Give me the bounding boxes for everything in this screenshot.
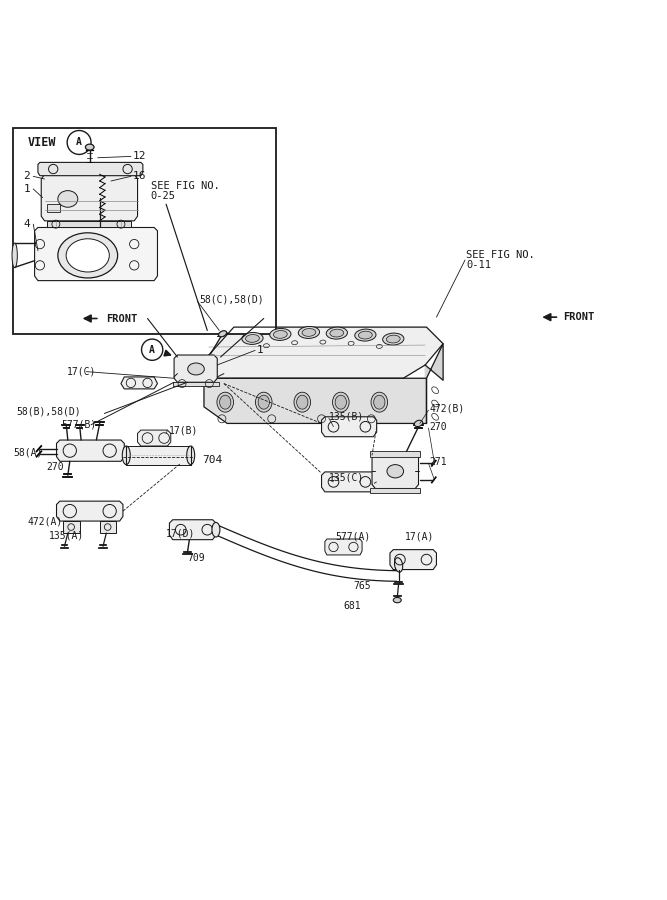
Polygon shape [57, 501, 123, 521]
Ellipse shape [294, 392, 311, 412]
Polygon shape [57, 440, 124, 462]
Bar [47, 204, 60, 212]
Ellipse shape [333, 392, 349, 412]
Text: 472(B): 472(B) [430, 403, 465, 413]
Text: 270: 270 [430, 422, 448, 432]
Ellipse shape [273, 330, 287, 338]
Bar [13, 128, 275, 334]
Polygon shape [370, 488, 420, 493]
Text: 12: 12 [132, 151, 146, 161]
Polygon shape [372, 454, 418, 489]
Text: 681: 681 [344, 601, 361, 611]
Ellipse shape [58, 191, 78, 207]
Ellipse shape [187, 363, 204, 375]
Text: A: A [76, 138, 82, 148]
Polygon shape [204, 327, 443, 378]
Text: 1: 1 [23, 184, 30, 194]
Ellipse shape [258, 395, 269, 410]
Text: 577(B): 577(B) [61, 419, 97, 430]
Ellipse shape [414, 420, 423, 427]
Text: 577(A): 577(A) [336, 531, 371, 541]
Text: 16: 16 [132, 171, 146, 181]
Text: 17(B): 17(B) [169, 425, 198, 435]
Polygon shape [321, 472, 377, 491]
Text: 17(A): 17(A) [405, 531, 434, 541]
Text: 704: 704 [203, 455, 223, 465]
Ellipse shape [387, 464, 404, 478]
Ellipse shape [386, 335, 400, 343]
Text: 58(B),58(D): 58(B),58(D) [16, 407, 81, 417]
Ellipse shape [219, 395, 231, 410]
Polygon shape [169, 519, 216, 540]
Ellipse shape [394, 558, 403, 572]
Polygon shape [173, 382, 219, 386]
Polygon shape [325, 539, 362, 555]
Polygon shape [126, 446, 191, 464]
Ellipse shape [255, 392, 272, 412]
Text: 0-25: 0-25 [151, 192, 176, 202]
Text: 2: 2 [23, 171, 30, 181]
Text: 4: 4 [23, 220, 30, 230]
Ellipse shape [245, 335, 259, 342]
Ellipse shape [122, 446, 130, 464]
Ellipse shape [212, 522, 220, 537]
Ellipse shape [371, 392, 388, 412]
Ellipse shape [330, 329, 344, 337]
Ellipse shape [269, 328, 291, 340]
Ellipse shape [187, 446, 195, 464]
Ellipse shape [326, 327, 348, 339]
Text: 17(C): 17(C) [67, 366, 96, 376]
Text: FRONT: FRONT [563, 312, 594, 322]
Polygon shape [137, 430, 171, 446]
Text: 58(A): 58(A) [13, 447, 43, 458]
Ellipse shape [12, 243, 17, 267]
Ellipse shape [383, 333, 404, 345]
Text: SEE FIG NO.: SEE FIG NO. [466, 250, 535, 260]
Ellipse shape [219, 330, 227, 337]
Ellipse shape [242, 332, 263, 345]
Polygon shape [47, 220, 131, 228]
Polygon shape [204, 378, 426, 423]
Text: 271: 271 [430, 457, 448, 467]
Text: 709: 709 [187, 554, 205, 563]
Text: 0-11: 0-11 [466, 260, 492, 270]
Text: 135(A): 135(A) [49, 530, 85, 540]
Ellipse shape [374, 395, 385, 410]
Polygon shape [174, 355, 217, 382]
Text: 135(C): 135(C) [329, 472, 364, 483]
Polygon shape [390, 550, 436, 570]
Polygon shape [321, 417, 377, 436]
Text: FRONT: FRONT [106, 314, 137, 324]
Text: 17(D): 17(D) [166, 528, 195, 538]
Text: SEE FIG NO.: SEE FIG NO. [151, 181, 219, 191]
Ellipse shape [394, 598, 402, 603]
Polygon shape [35, 228, 157, 281]
Polygon shape [38, 162, 143, 176]
Bar [99, 521, 116, 533]
Text: 765: 765 [354, 581, 371, 591]
Polygon shape [425, 344, 443, 423]
Ellipse shape [58, 233, 117, 278]
Polygon shape [121, 377, 157, 389]
Bar [63, 521, 80, 533]
Ellipse shape [217, 392, 233, 412]
Text: A: A [149, 345, 155, 355]
Polygon shape [370, 451, 420, 456]
Polygon shape [41, 175, 137, 220]
Text: 270: 270 [47, 463, 64, 473]
Ellipse shape [85, 144, 94, 150]
Text: 472(A): 472(A) [28, 516, 63, 526]
Ellipse shape [297, 395, 308, 410]
Ellipse shape [298, 327, 319, 338]
Ellipse shape [358, 331, 372, 339]
Ellipse shape [355, 329, 376, 341]
Text: VIEW: VIEW [28, 136, 57, 149]
Text: 58(C),58(D): 58(C),58(D) [199, 294, 264, 304]
Ellipse shape [335, 395, 346, 410]
Text: 1: 1 [257, 346, 264, 356]
Ellipse shape [66, 238, 109, 272]
Ellipse shape [302, 328, 316, 337]
Text: 135(B): 135(B) [329, 412, 364, 422]
